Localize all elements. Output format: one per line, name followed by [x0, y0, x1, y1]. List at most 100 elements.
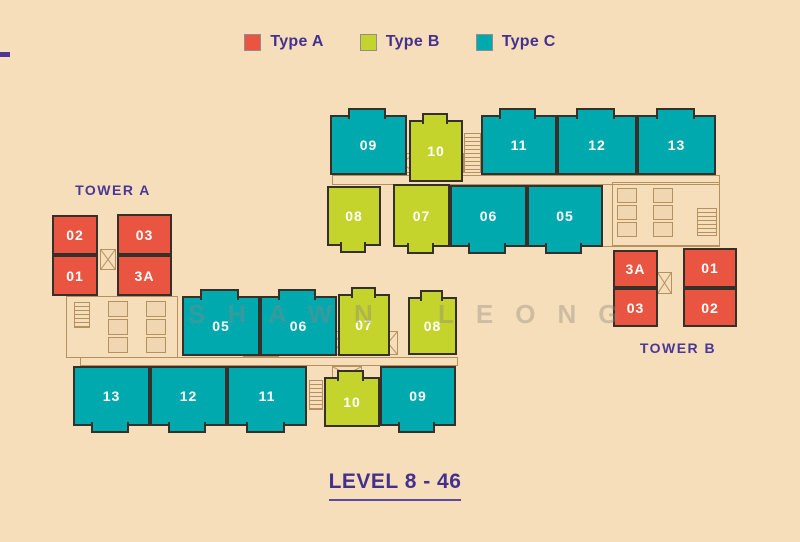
unit-number: 06 — [479, 208, 498, 224]
unit-shape-step — [340, 242, 366, 253]
unit-number: 01 — [66, 267, 84, 284]
unit-shape-step — [655, 108, 695, 119]
unit-number: 05 — [556, 208, 574, 224]
unit-number: 09 — [359, 137, 378, 153]
type-a-swatch-icon — [244, 33, 262, 51]
unit-number: 08 — [423, 318, 442, 334]
core-outline — [66, 296, 178, 358]
unit-bottom-row-12: 12 — [150, 366, 227, 433]
unit-shape-step — [278, 289, 316, 300]
core-outline — [612, 182, 720, 246]
unit-mid-row-east-06: 06 — [450, 185, 527, 254]
unit-number: 07 — [412, 207, 431, 224]
unit-mid-row-east-08: 08 — [327, 186, 381, 253]
unit-shape-step — [468, 243, 506, 254]
type-c-swatch-icon — [475, 33, 493, 51]
legend-label: Type A — [270, 33, 324, 50]
unit-number: 10 — [343, 394, 361, 410]
watermark-text: SHAWN LEONG — [188, 299, 641, 329]
unit-tower-a-03: 03 — [117, 214, 172, 255]
elevator-shaft — [146, 337, 166, 353]
staircase — [697, 208, 717, 236]
legend-item-type-c: Type C — [475, 33, 556, 51]
unit-number: 03 — [135, 226, 154, 243]
edge-logo-fragment — [0, 52, 10, 57]
unit-shape-step — [348, 108, 386, 119]
unit-top-row-12: 12 — [557, 108, 637, 175]
elevator-shaft — [617, 188, 637, 203]
unit-tower-b-3a: 3A — [613, 250, 658, 288]
unit-number: 11 — [510, 137, 528, 153]
elevator-shaft — [108, 301, 128, 317]
unit-number: 12 — [588, 137, 606, 153]
level-indicator: LEVEL 8 - 46 — [295, 470, 495, 501]
type-b-swatch-icon — [359, 33, 377, 51]
legend-item-type-a: Type A — [244, 33, 323, 51]
elevator-shaft — [617, 205, 637, 220]
unit-number: 12 — [179, 388, 198, 404]
unit-shape-step — [406, 243, 435, 254]
unit-top-row-13: 13 — [637, 108, 716, 175]
unit-number: 03 — [626, 299, 645, 316]
elevator-shaft — [653, 205, 673, 220]
unit-shape-step — [245, 422, 286, 433]
elevator-shaft — [108, 319, 128, 335]
core-outline — [80, 357, 458, 366]
unit-shape-step — [419, 290, 444, 301]
tower-a-label: TOWER A — [75, 182, 151, 198]
elevator-shaft — [108, 337, 128, 353]
level-label: LEVEL 8 - 46 — [328, 470, 462, 493]
unit-tower-a-3a: 3A — [117, 255, 172, 296]
unit-number: 02 — [701, 299, 719, 316]
unit-tower-a-01: 01 — [52, 255, 98, 296]
corridor-line — [603, 246, 720, 247]
unit-mid-row-west-05: 05 — [182, 289, 260, 356]
elevator-shaft — [653, 188, 673, 203]
unit-number: 10 — [427, 143, 445, 159]
unit-number: 06 — [289, 318, 308, 334]
unit-tower-b-03: 03 — [613, 288, 658, 327]
elevator-shaft — [617, 222, 637, 237]
unit-number: 13 — [667, 137, 686, 153]
unit-shape-step — [397, 422, 436, 433]
unit-number: 08 — [345, 208, 363, 224]
legend-label: Type B — [385, 33, 440, 50]
unit-shape-step — [91, 422, 129, 433]
unit-number: 02 — [66, 227, 84, 243]
elevator-shaft — [146, 319, 166, 335]
staircase — [464, 133, 481, 173]
unit-number: 3A — [134, 267, 155, 284]
elevator-shaft — [653, 222, 673, 237]
unit-shape-step — [544, 243, 583, 254]
unit-top-row-10: 10 — [409, 113, 463, 182]
unit-bottom-row-10: 10 — [324, 370, 380, 427]
unit-top-row-11: 11 — [481, 108, 557, 175]
tower-b-label: TOWER B — [639, 340, 717, 356]
staircase — [74, 302, 90, 328]
legend-label: Type C — [501, 33, 556, 50]
unit-shape-step — [575, 108, 616, 119]
unit-shape-step — [168, 422, 206, 433]
unit-type-legend: Type A Type B Type C — [0, 33, 800, 51]
unit-shape-step — [350, 287, 376, 298]
unit-tower-b-01: 01 — [683, 248, 737, 288]
unit-top-row-09: 09 — [330, 108, 407, 175]
unit-number: 11 — [258, 388, 276, 404]
unit-number: 3A — [625, 261, 646, 277]
staircase — [309, 380, 323, 410]
unit-bottom-row-11: 11 — [227, 366, 307, 433]
unit-bottom-row-13: 13 — [73, 366, 150, 433]
unit-mid-row-east-05: 05 — [527, 185, 603, 254]
unit-number: 09 — [409, 388, 427, 404]
unit-mid-row-east-07: 07 — [393, 184, 450, 254]
unit-shape-step — [200, 289, 239, 300]
unit-bottom-row-09: 09 — [380, 366, 456, 433]
unit-shape-step — [422, 113, 448, 124]
void-xbox — [100, 249, 116, 270]
legend-item-type-b: Type B — [359, 33, 440, 51]
elevator-shaft — [146, 301, 166, 317]
unit-number: 05 — [212, 318, 230, 334]
unit-tower-b-02: 02 — [683, 288, 737, 327]
unit-mid-row-west-06: 06 — [260, 289, 337, 356]
unit-number: 13 — [102, 388, 121, 404]
